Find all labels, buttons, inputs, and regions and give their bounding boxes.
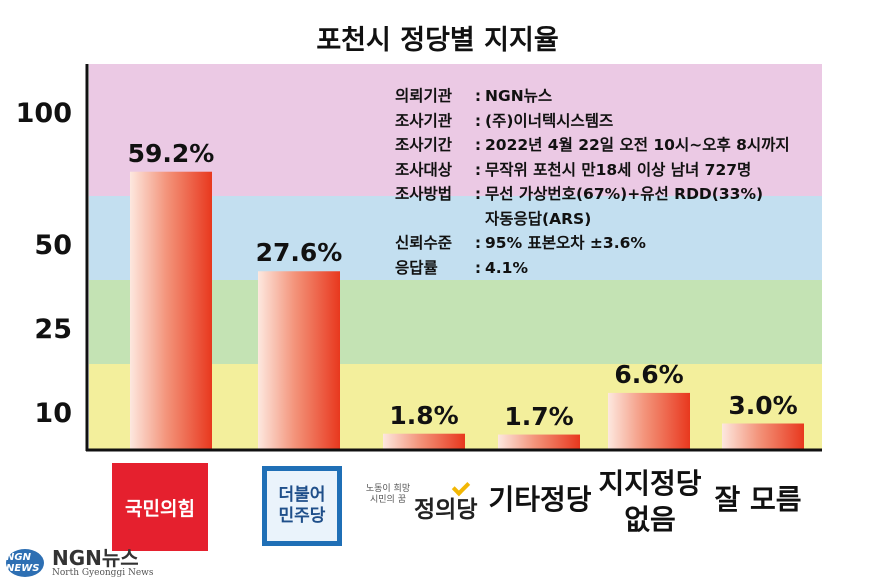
survey-key: 조사기관 (395, 111, 453, 130)
bar (498, 434, 580, 449)
justice-logo: 노동이 희망 시민의 꿈 정의당 (360, 477, 485, 538)
bar-value-label: 3.0% (728, 390, 798, 420)
survey-row: 조사기관: (주)이너텍시스템즈 (395, 109, 790, 134)
survey-value: NGN뉴스 (485, 87, 553, 105)
survey-row: 의뢰기관: NGN뉴스 (395, 84, 790, 109)
chart-title: 포천시 정당별 지지율 (316, 25, 559, 56)
ngn-globe-icon: NGN NEWS (6, 549, 44, 577)
bar-value-label: 1.7% (504, 401, 574, 431)
category-label-no-party: 지지정당 없음 (596, 466, 704, 538)
category-no-party-line1: 지지정당 (598, 467, 702, 500)
ngn-brand: NGN뉴스 North Gyeonggi News (52, 548, 153, 578)
survey-value: 무작위 포천시 만18세 이상 남녀 727명 (485, 160, 752, 179)
y-tick-label: 10 (34, 398, 72, 429)
survey-row: 조사기간:2022년 4월 22일 오전 10시~오후 8시까지 (395, 133, 790, 158)
survey-row: 조사방법: 무선 가상번호(67%)+유선 RDD(33%) (395, 182, 790, 207)
survey-row: 조사대상: 무작위 포천시 만18세 이상 남녀 727명 (395, 158, 790, 183)
survey-row: 신뢰수준:95% 표본오차 ±3.6% (395, 231, 790, 256)
bar (383, 433, 465, 449)
dp-logo-line2: 민주당 (278, 506, 326, 526)
survey-key: 조사기간 (395, 136, 453, 154)
ppp-logo: 국민의힘 (112, 463, 208, 551)
survey-value: (주)이너텍시스템즈 (485, 111, 614, 130)
survey-value: 4.1% (485, 258, 528, 277)
justice-slogan-line2: 시민의 꿈 (370, 495, 406, 505)
ngn-watermark: NGN NEWS NGN뉴스 North Gyeonggi News (6, 545, 153, 581)
survey-row-continued: 자동응답(ARS) (395, 207, 790, 232)
y-tick-label: 50 (34, 230, 72, 261)
y-tick-label: 100 (15, 98, 72, 129)
bar-value-label: 1.8% (389, 400, 459, 430)
bar-value-label: 59.2% (127, 138, 215, 168)
bar (608, 392, 690, 449)
justice-slogan: 노동이 희망 시민의 꿈 (362, 484, 414, 506)
ppp-logo-text: 국민의힘 (125, 497, 195, 520)
survey-key: 조사대상 (395, 160, 453, 179)
bar (722, 423, 804, 449)
survey-info-box: 의뢰기관: NGN뉴스 조사기관: (주)이너텍시스템즈 조사기간:2022년 4월… (395, 84, 790, 280)
category-no-party-line2: 없음 (624, 503, 676, 536)
ngn-brand-sub: North Gyeonggi News (52, 568, 154, 578)
justice-slogan-line1: 노동이 희망 (365, 484, 411, 494)
survey-key: 의뢰기관 (395, 87, 453, 105)
survey-value: 자동응답(ARS) (485, 209, 592, 228)
category-label-dont-know: 잘 모름 (708, 482, 808, 518)
category-dont-know-text: 잘 모름 (714, 483, 802, 516)
y-tick-label: 25 (34, 314, 72, 345)
survey-row: 응답률:4.1% (395, 256, 790, 281)
survey-key: 응답률 (395, 258, 438, 277)
justice-name: 정의당 (414, 497, 478, 523)
bar-value-label: 6.6% (614, 359, 684, 389)
bar (130, 171, 212, 449)
ngn-brand-name: NGN뉴스 (52, 546, 139, 570)
survey-value: 무선 가상번호(67%)+유선 RDD(33%) (485, 185, 764, 203)
bar-value-label: 27.6% (255, 238, 343, 268)
dp-logo-line1: 더불어 (278, 485, 326, 505)
survey-key: 신뢰수준 (395, 234, 453, 252)
dp-logo-inner: 더불어 민주당 (267, 471, 337, 541)
dp-logo: 더불어 민주당 (262, 466, 342, 546)
survey-value: 2022년 4월 22일 오전 10시~오후 8시까지 (485, 136, 790, 154)
survey-value: 95% 표본오차 ±3.6% (485, 234, 646, 252)
bar (258, 271, 340, 449)
category-other-text: 기타정당 (488, 483, 592, 516)
survey-key: 조사방법 (395, 185, 453, 203)
category-label-other: 기타정당 (488, 482, 592, 518)
